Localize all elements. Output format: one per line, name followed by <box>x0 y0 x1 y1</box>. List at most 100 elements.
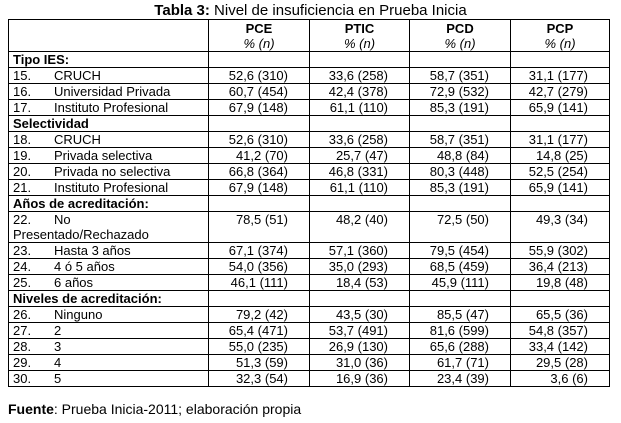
value-cell: 16,9 (36) <box>309 370 410 387</box>
empty-cell <box>510 195 610 212</box>
header-pcp: PCP% (n) <box>510 19 610 52</box>
section-heading: Años de acreditación: <box>8 195 209 212</box>
empty-cell <box>510 115 610 132</box>
row-label-continued: Presentado/Rechazado <box>13 227 149 242</box>
table-row: 19. Privada selectiva 41,2 (70) 25,7 (47) 48… <box>8 147 610 164</box>
value-cell: 14,8 (25) <box>510 147 610 164</box>
row-label-cell: 16. Universidad Privada <box>8 83 209 100</box>
header-name: PCP <box>546 21 574 36</box>
value-cell: 61,1 (110) <box>309 179 410 196</box>
row-label: 4 <box>54 355 62 370</box>
section-header-row: Selectividad <box>8 115 610 132</box>
row-label-cell: 27. 2 <box>8 322 209 339</box>
row-label: 6 años <box>54 275 94 290</box>
row-label: 5 <box>54 371 62 386</box>
row-label: Ninguno <box>54 307 103 322</box>
header-blank <box>8 19 209 52</box>
value-cell: 52,6 (310) <box>208 67 310 84</box>
empty-cell <box>208 290 310 307</box>
row-label: Privada selectiva <box>54 148 153 163</box>
row-label-cell: 25. 6 años <box>8 274 209 291</box>
value-cell: 65,6 (288) <box>409 338 511 355</box>
header-pce: PCE% (n) <box>208 19 310 52</box>
source-note: Fuente: Prueba Inicia-2011; elaboración … <box>8 401 301 417</box>
empty-cell <box>309 290 410 307</box>
row-label: Instituto Profesional <box>54 100 169 115</box>
value-cell: 25,7 (47) <box>309 147 410 164</box>
table-row: 30. 5 32,3 (54) 16,9 (36) 23,4 (39) 3,6 (6) <box>8 370 610 387</box>
value-cell: 68,5 (459) <box>409 258 511 275</box>
row-label: No <box>54 212 71 228</box>
value-cell: 31,0 (36) <box>309 354 410 371</box>
table-row: 29. 4 51,3 (59) 31,0 (36) 61,7 (71) 29,5 (28) <box>8 354 610 371</box>
value-cell: 41,2 (70) <box>208 147 310 164</box>
value-cell: 51,3 (59) <box>208 354 310 371</box>
row-number: 18. <box>13 132 32 147</box>
section-header-row: Años de acreditación: <box>8 195 610 212</box>
value-cell: 65,9 (141) <box>510 179 610 196</box>
row-number: 25. <box>13 275 32 290</box>
row-label: 3 <box>54 339 62 354</box>
value-cell: 54,0 (356) <box>208 258 310 275</box>
section-header-row: Niveles de acreditación: <box>8 290 610 307</box>
section-heading: Tipo IES: <box>8 51 209 68</box>
table-title-text: Nivel de insuficiencia en Prueba Inicia <box>209 2 467 19</box>
value-cell: 55,9 (302) <box>510 242 610 259</box>
row-number: 15. <box>13 68 32 83</box>
value-cell: 78,5 (51) <box>208 211 310 243</box>
row-number: 19. <box>13 148 32 163</box>
source-text: : Prueba Inicia-2011; elaboración propia <box>53 401 302 417</box>
empty-cell <box>409 51 511 68</box>
header-sub: % (n) <box>544 36 576 51</box>
row-label-cell: 22. No Presentado/Rechazado <box>8 211 209 243</box>
value-cell: 53,7 (491) <box>309 322 410 339</box>
table-row: 23. Hasta 3 años 67,1 (374) 57,1 (360) 79,5 … <box>8 242 610 259</box>
empty-cell <box>309 115 410 132</box>
header-name: PCE <box>245 21 273 36</box>
value-cell: 52,5 (254) <box>510 163 610 180</box>
value-cell: 48,2 (40) <box>309 211 410 243</box>
value-cell: 33,6 (258) <box>309 67 410 84</box>
table-row: 25. 6 años 46,1 (111) 18,4 (53) 45,9 (111) 19… <box>8 274 610 291</box>
table-row: 26. Ninguno 79,2 (42) 43,5 (30) 85,5 (47) 65,… <box>8 306 610 323</box>
header-name: PTIC <box>344 21 375 36</box>
empty-cell <box>309 51 410 68</box>
table-row: 24. 4 ó 5 años 54,0 (356) 35,0 (293) 68,5 (4… <box>8 258 610 275</box>
value-cell: 48,8 (84) <box>409 147 511 164</box>
row-number: 22. <box>13 212 32 228</box>
value-cell: 65,4 (471) <box>208 322 310 339</box>
value-cell: 65,9 (141) <box>510 99 610 116</box>
row-label: 4 ó 5 años <box>54 259 115 274</box>
value-cell: 18,4 (53) <box>309 274 410 291</box>
row-number: 16. <box>13 84 32 99</box>
value-cell: 26,9 (130) <box>309 338 410 355</box>
value-cell: 79,2 (42) <box>208 306 310 323</box>
table-title: Tabla 3: Nivel de insuficiencia en Prueb… <box>0 2 621 19</box>
empty-cell <box>309 195 410 212</box>
value-cell: 72,9 (532) <box>409 83 511 100</box>
value-cell: 36,4 (213) <box>510 258 610 275</box>
row-label-cell: 29. 4 <box>8 354 209 371</box>
table-row: 20. Privada no selectiva 66,8 (364) 46,8 (3… <box>8 163 610 180</box>
row-label-cell: 18. CRUCH <box>8 131 209 148</box>
value-cell: 85,3 (191) <box>409 99 511 116</box>
value-cell: 72,5 (50) <box>409 211 511 243</box>
section-header-row: Tipo IES: <box>8 51 610 68</box>
table-row: 18. CRUCH 52,6 (310) 33,6 (258) 58,7 (351) 31… <box>8 131 610 148</box>
row-label: Universidad Privada <box>54 84 171 99</box>
row-number: 26. <box>13 307 32 322</box>
value-cell: 29,5 (28) <box>510 354 610 371</box>
value-cell: 67,9 (148) <box>208 99 310 116</box>
header-row: PCE% (n) PTIC % (n) PCD% (n) PCP% (n) <box>8 19 610 52</box>
table-row: 15. CRUCH 52,6 (310) 33,6 (258) 58,7 (351) 31… <box>8 67 610 84</box>
table-row: 27. 2 65,4 (471) 53,7 (491) 81,6 (599) 54,8 (… <box>8 322 610 339</box>
value-cell: 42,4 (378) <box>309 83 410 100</box>
table-body: Tipo IES: 15. CRUCH 52,6 (310) 33,6 (258) 58,… <box>8 51 610 387</box>
value-cell: 67,9 (148) <box>208 179 310 196</box>
row-number: 27. <box>13 323 32 338</box>
value-cell: 31,1 (177) <box>510 67 610 84</box>
section-heading: Selectividad <box>8 115 209 132</box>
value-cell: 85,5 (47) <box>409 306 511 323</box>
value-cell: 55,0 (235) <box>208 338 310 355</box>
header-pcd: PCD% (n) <box>409 19 511 52</box>
